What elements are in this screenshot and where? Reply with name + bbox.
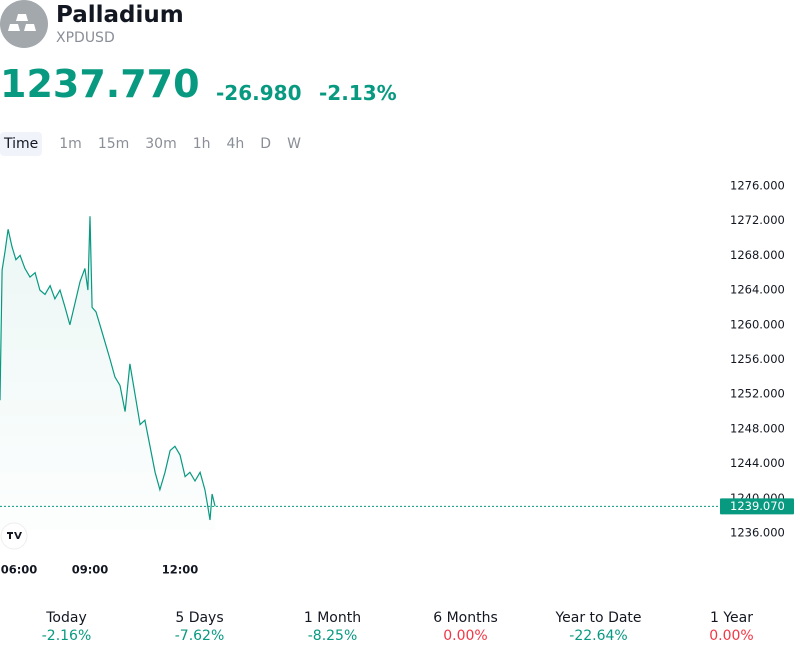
logo-bg [0,522,28,550]
period-value: -8.25% [307,628,358,644]
x-tick-label: 06:00 [1,563,38,577]
change-percent: -2.13% [319,81,397,105]
tab[interactable]: D [260,136,272,152]
logo [0,522,28,550]
periods: Today -2.16% 5 Days -7.62% 1 Month -8.25% 6 Mo… [0,610,800,644]
title: Palladium [56,2,184,28]
period-name: 1 Year [710,610,753,626]
tab[interactable]: W [287,136,301,152]
tab[interactable]: 1h [192,136,211,152]
period-value: -22.64% [569,628,628,644]
period[interactable]: 1 Year 0.00% [665,610,798,644]
y-tick-label: 1244.000 [730,456,785,470]
last-price-label: 1239.070 [730,499,785,513]
period-value: 0.00% [709,628,754,644]
logo-mark [7,532,22,539]
tab[interactable]: Time [0,132,43,156]
y-tick-label: 1260.000 [730,317,785,331]
price: 1237.770 [0,62,200,106]
x-tick-label: 12:00 [162,563,199,577]
change: -26.980 [216,81,302,105]
area [0,216,216,531]
symbol: XPDUSD [56,30,115,46]
tab[interactable]: 30m [145,136,177,152]
last-price-tag [720,498,794,515]
period-name: 6 Months [433,610,498,626]
period-value: 0.00% [443,628,488,644]
y-tick-label: 1272.000 [730,213,785,227]
y-tick-label: 1252.000 [730,387,785,401]
period[interactable]: 1 Month -8.25% [266,610,399,644]
period-name: Year to Date [555,610,642,626]
y-tick-label: 1256.000 [730,352,785,366]
y-tick-label: 1236.000 [730,526,785,540]
period[interactable]: 5 Days -7.62% [133,610,266,644]
period-name: Today [46,610,87,626]
x-tick-label: 09:00 [72,563,109,577]
period[interactable]: Today -2.16% [0,610,133,644]
tab[interactable]: 4h [226,136,245,152]
tabs: Time 1m 15m 30m 1h 4h D W [0,132,309,156]
y-tick-label: 1268.000 [730,248,785,262]
y-tick-label: 1264.000 [730,283,785,297]
period-value: -2.16% [41,628,92,644]
y-tick-label: 1248.000 [730,421,785,435]
period-name: 5 Days [175,610,224,626]
symbol-icon [0,0,48,48]
period-name: 1 Month [303,610,362,626]
period-value: -7.62% [174,628,225,644]
period[interactable]: 6 Months 0.00% [399,610,532,644]
tab[interactable]: 15m [97,136,130,152]
period[interactable]: Year to Date -22.64% [532,610,665,644]
line [0,216,216,521]
y-tick-label: 1240.000 [730,491,785,505]
tab[interactable]: 1m [59,136,82,152]
y-tick-label: 1276.000 [730,178,785,192]
